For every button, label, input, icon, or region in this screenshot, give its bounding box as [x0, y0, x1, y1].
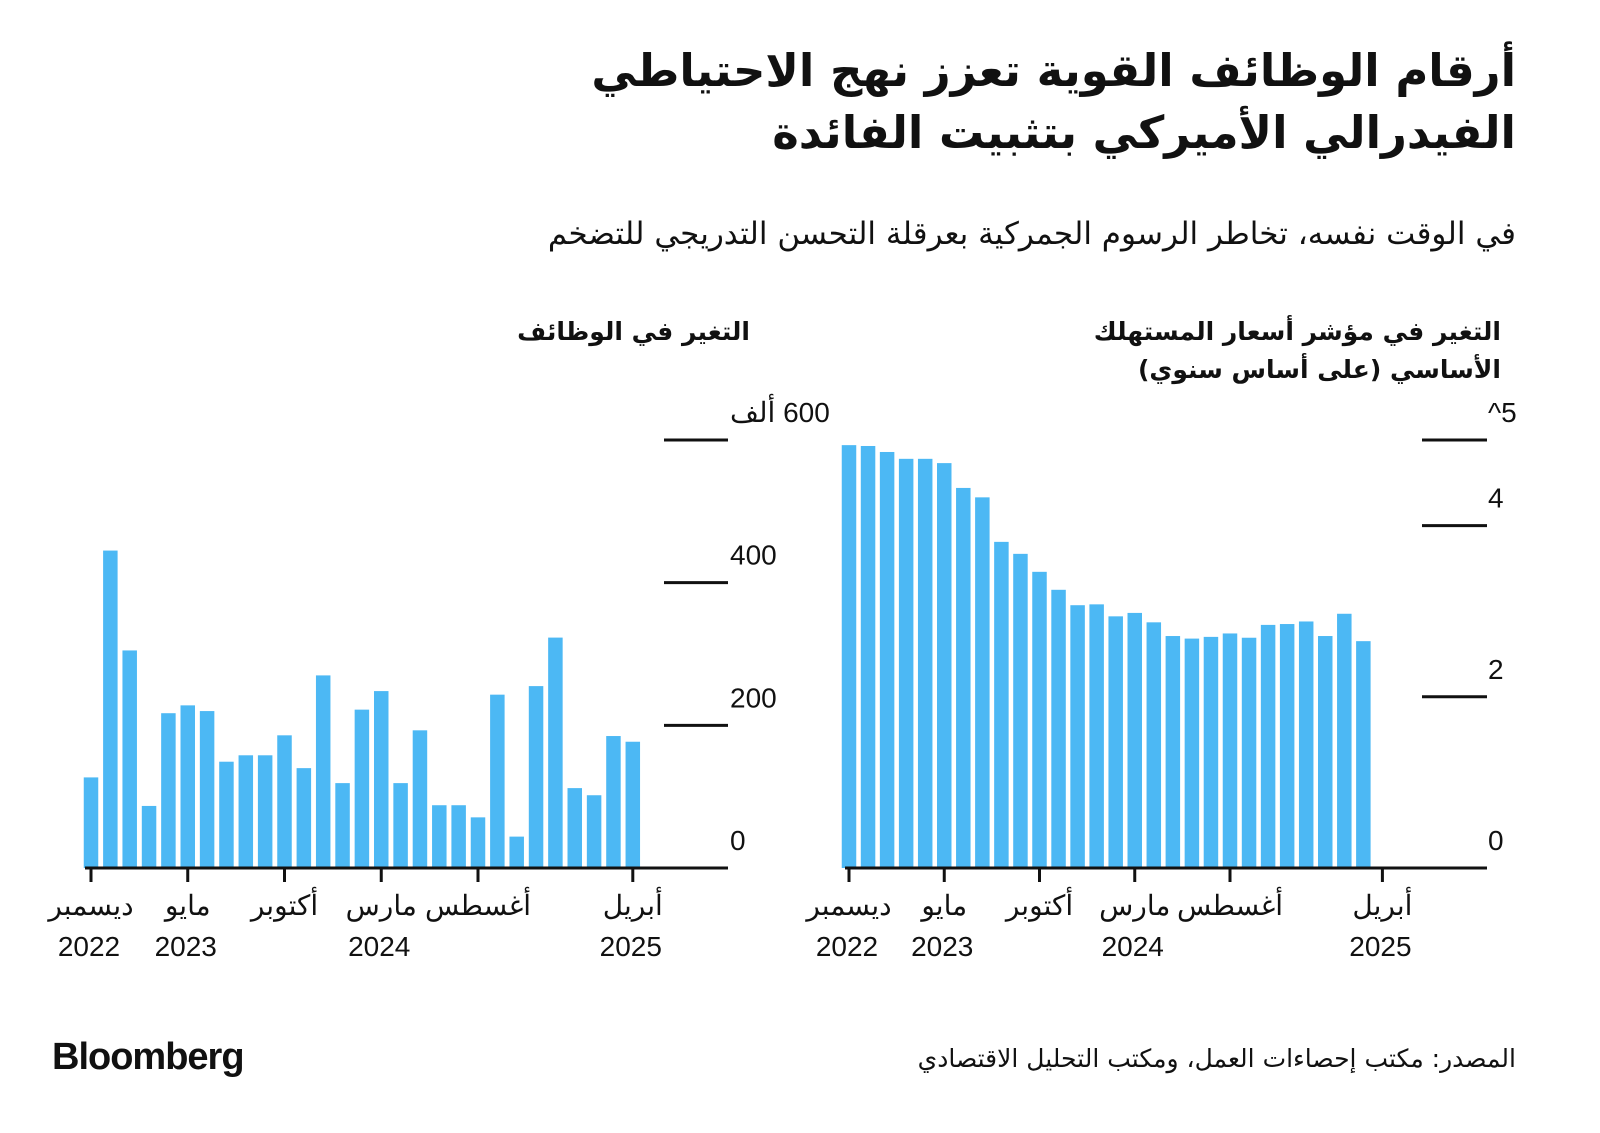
jobs-bar: [354, 709, 370, 868]
jobs-bar: [393, 783, 408, 868]
cpi-chart-title: التغير في مؤشر أسعار المستهلك الأساسي (ع…: [941, 313, 1501, 389]
jobs-bar: [277, 735, 292, 868]
jobs-bar: [548, 637, 563, 868]
jobs-bar: [470, 817, 486, 868]
cpi-x-tick-year: 2022: [816, 931, 878, 962]
cpi-bar: [1356, 641, 1371, 868]
cpi-bar: [1337, 613, 1352, 868]
cpi-bar: [975, 497, 990, 868]
cpi-x-tick-month: أبريل: [1352, 887, 1412, 922]
headline: أرقام الوظائف القوية تعزز نهج الاحتياطي …: [316, 40, 1516, 164]
cpi-x-tick-year: 2024: [1102, 931, 1164, 962]
cpi-bar: [879, 451, 895, 868]
headline-line-2: الفيدرالي الأميركي بتثبيت الفائدة: [772, 106, 1516, 159]
jobs-bar: [199, 711, 215, 868]
cpi-bar: [1108, 616, 1123, 868]
cpi-x-tick-month: ديسمبر: [804, 890, 891, 922]
cpi-bar: [1051, 589, 1066, 868]
cpi-bar: [1279, 624, 1295, 868]
cpi-chart-title-line-2: الأساسي (على أساس سنوي): [1138, 355, 1501, 384]
jobs-bar: [567, 788, 582, 868]
cpi-y-tick-label: 0: [1488, 825, 1504, 856]
cpi-bar: [1222, 633, 1238, 868]
cpi-bar: [1318, 636, 1333, 868]
cpi-bar: [1203, 636, 1219, 868]
jobs-x-tick-year: 2022: [58, 931, 120, 962]
jobs-bar: [161, 713, 176, 868]
cpi-bar: [1260, 624, 1276, 868]
jobs-x-tick-month: أكتوبر: [249, 887, 318, 922]
cpi-bar: [1298, 621, 1314, 868]
source-note: المصدر: مكتب إحصاءات العمل، ومكتب التحلي…: [917, 1044, 1516, 1073]
cpi-bar: [1032, 571, 1047, 868]
jobs-bar: [257, 755, 273, 868]
cpi-bar: [1127, 612, 1142, 868]
jobs-bar: [238, 755, 254, 868]
jobs-bar: [141, 805, 157, 868]
jobs-x-tick-month: مارس: [346, 890, 417, 922]
jobs-bar: [606, 736, 621, 868]
cpi-x-tick-year: 2025: [1349, 931, 1411, 962]
cpi-bar: [1146, 622, 1162, 868]
jobs-y-tick-label: 600 ألف: [730, 394, 830, 428]
cpi-y-tick-label: 5^: [1488, 397, 1517, 428]
jobs-bar: [412, 730, 428, 868]
jobs-bar: [335, 783, 350, 868]
jobs-bar: [122, 650, 137, 868]
jobs-bar: [219, 761, 234, 868]
jobs-x-tick-month: أبريل: [603, 887, 663, 922]
cpi-x-tick-year: 2023: [911, 931, 973, 962]
cpi-bar: [1070, 605, 1085, 868]
jobs-bar: [586, 795, 602, 868]
jobs-y-tick-label: 200: [730, 682, 777, 713]
cpi-bar: [956, 487, 971, 868]
jobs-chart-title: التغير في الوظائف: [517, 317, 750, 346]
jobs-x-tick-month: مايو: [163, 890, 211, 922]
cpi-x-tick-month: مارس: [1099, 890, 1170, 922]
jobs-x-tick-month: أغسطس: [425, 887, 531, 922]
cpi-bar: [860, 445, 876, 868]
jobs-bar: [625, 741, 641, 868]
jobs-bar: [432, 805, 447, 868]
jobs-x-tick-year: 2023: [155, 931, 217, 962]
jobs-bar: [490, 694, 505, 868]
jobs-y-tick-label: 400: [730, 540, 777, 571]
jobs-bar: [528, 686, 544, 868]
jobs-bar: [315, 675, 331, 868]
cpi-x-tick-month: مايو: [919, 890, 967, 922]
cpi-bar: [1013, 553, 1028, 868]
cpi-bar: [1241, 637, 1257, 868]
jobs-x-tick-month: ديسمبر: [46, 890, 133, 922]
cpi-bar: [1165, 636, 1181, 868]
cpi-y-tick-label: 2: [1488, 654, 1504, 685]
jobs-bar: [180, 705, 195, 868]
cpi-bar: [994, 541, 1009, 868]
cpi-bar: [841, 445, 857, 868]
subtitle: في الوقت نفسه، تخاطر الرسوم الجمركية بعر…: [547, 216, 1516, 252]
cpi-x-tick-month: أكتوبر: [1004, 887, 1073, 922]
jobs-bar: [103, 550, 118, 868]
cpi-y-tick-label: 4: [1488, 483, 1504, 514]
cpi-bar: [898, 458, 914, 868]
cpi-x-tick-month: أغسطس: [1177, 887, 1283, 922]
cpi-bar: [1089, 604, 1104, 868]
jobs-y-tick-label: 0: [730, 825, 746, 856]
headline-line-1: أرقام الوظائف القوية تعزز نهج الاحتياطي: [591, 44, 1516, 97]
bloomberg-logo: Bloomberg: [52, 1036, 245, 1078]
jobs-x-tick-year: 2025: [600, 931, 662, 962]
cpi-chart-title-line-1: التغير في مؤشر أسعار المستهلك: [1093, 317, 1501, 346]
jobs-bar: [374, 691, 389, 868]
jobs-bar: [83, 777, 99, 868]
cpi-bar: [917, 458, 933, 868]
jobs-bar: [509, 836, 524, 868]
cpi-bar: [937, 463, 952, 868]
jobs-bar: [296, 768, 312, 868]
jobs-bar: [451, 805, 466, 868]
jobs-x-tick-year: 2024: [348, 931, 410, 962]
cpi-bar: [1184, 638, 1200, 868]
